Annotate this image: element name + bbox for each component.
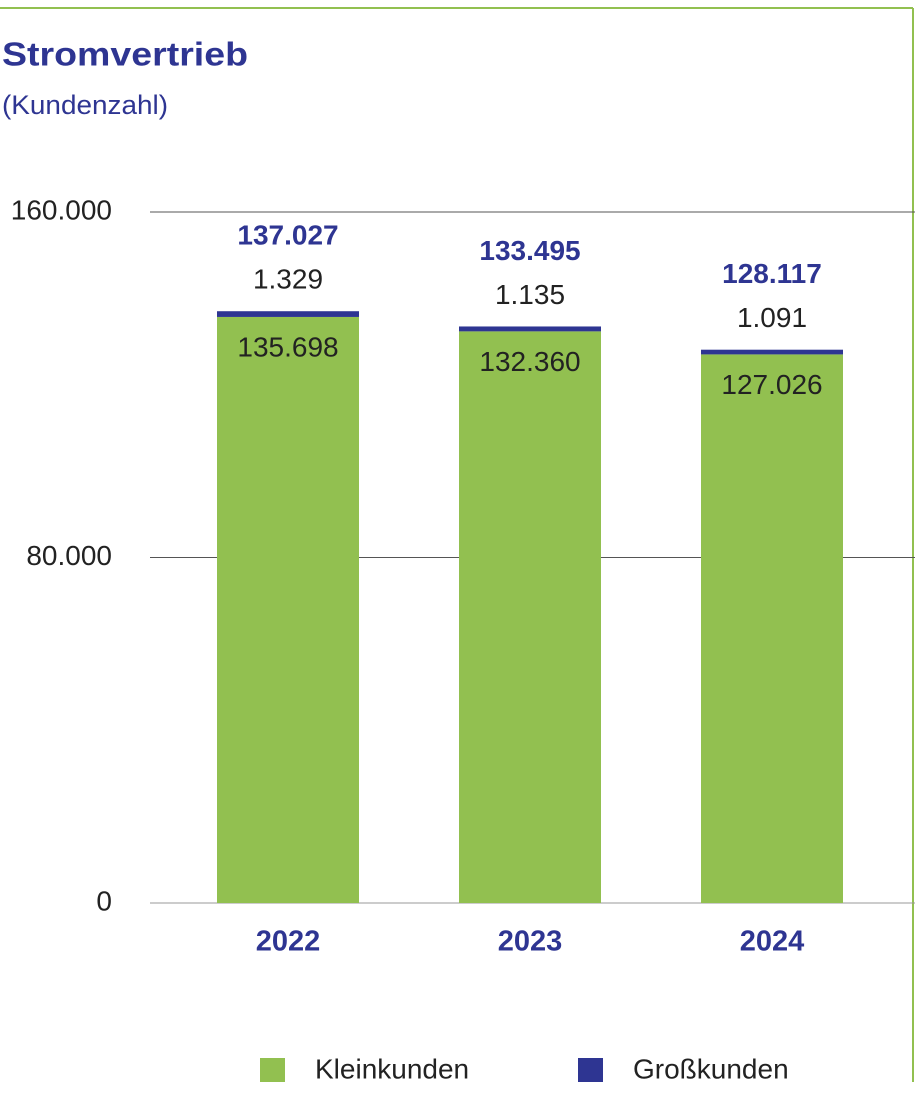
- chart-title: Stromvertrieb: [2, 36, 248, 73]
- bar-segment: [217, 311, 359, 317]
- segment-label: 1.135: [495, 279, 565, 310]
- x-tick-label: 2023: [498, 926, 563, 958]
- bar-segment: [701, 349, 843, 355]
- total-label: 133.495: [479, 235, 580, 266]
- y-tick-label: 160.000: [11, 194, 112, 225]
- bar-segment: [459, 331, 601, 903]
- segment-label: 132.360: [479, 346, 580, 377]
- bar-segment: [217, 316, 359, 904]
- bar-segment: [701, 354, 843, 903]
- segment-label: 1.329: [253, 264, 323, 295]
- segment-label: 1.091: [737, 302, 807, 333]
- legend-label: Großkunden: [633, 1053, 789, 1084]
- x-tick-label: 2022: [256, 926, 321, 958]
- x-tick-label: 2024: [740, 926, 805, 958]
- total-label: 128.117: [722, 258, 822, 289]
- legend-swatch: [260, 1058, 285, 1082]
- legend-label: Kleinkunden: [315, 1053, 469, 1084]
- total-label: 137.027: [237, 220, 338, 251]
- chart-subtitle: (Kundenzahl): [2, 90, 168, 120]
- legend-swatch: [578, 1058, 603, 1082]
- bar-segment: [459, 326, 601, 332]
- y-tick-label: 80.000: [26, 540, 112, 571]
- y-tick-label: 0: [96, 885, 112, 916]
- segment-label: 135.698: [237, 331, 338, 362]
- segment-label: 127.026: [721, 369, 822, 400]
